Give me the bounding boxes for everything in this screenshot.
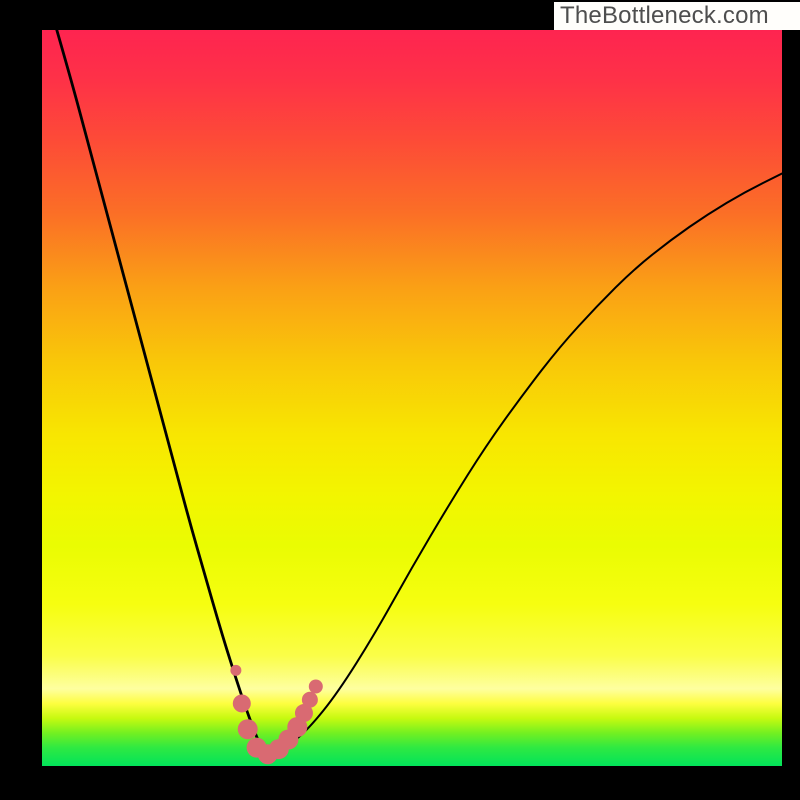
marker-dot — [238, 719, 258, 739]
marker-dot — [302, 692, 318, 708]
chart-frame: TheBottleneck.com — [0, 0, 800, 800]
gradient-background — [42, 30, 782, 766]
marker-dot — [230, 665, 241, 676]
bottleneck-chart — [0, 0, 800, 800]
watermark-text: TheBottleneck.com — [560, 2, 769, 30]
marker-dot — [309, 680, 323, 694]
marker-dot — [233, 694, 251, 712]
